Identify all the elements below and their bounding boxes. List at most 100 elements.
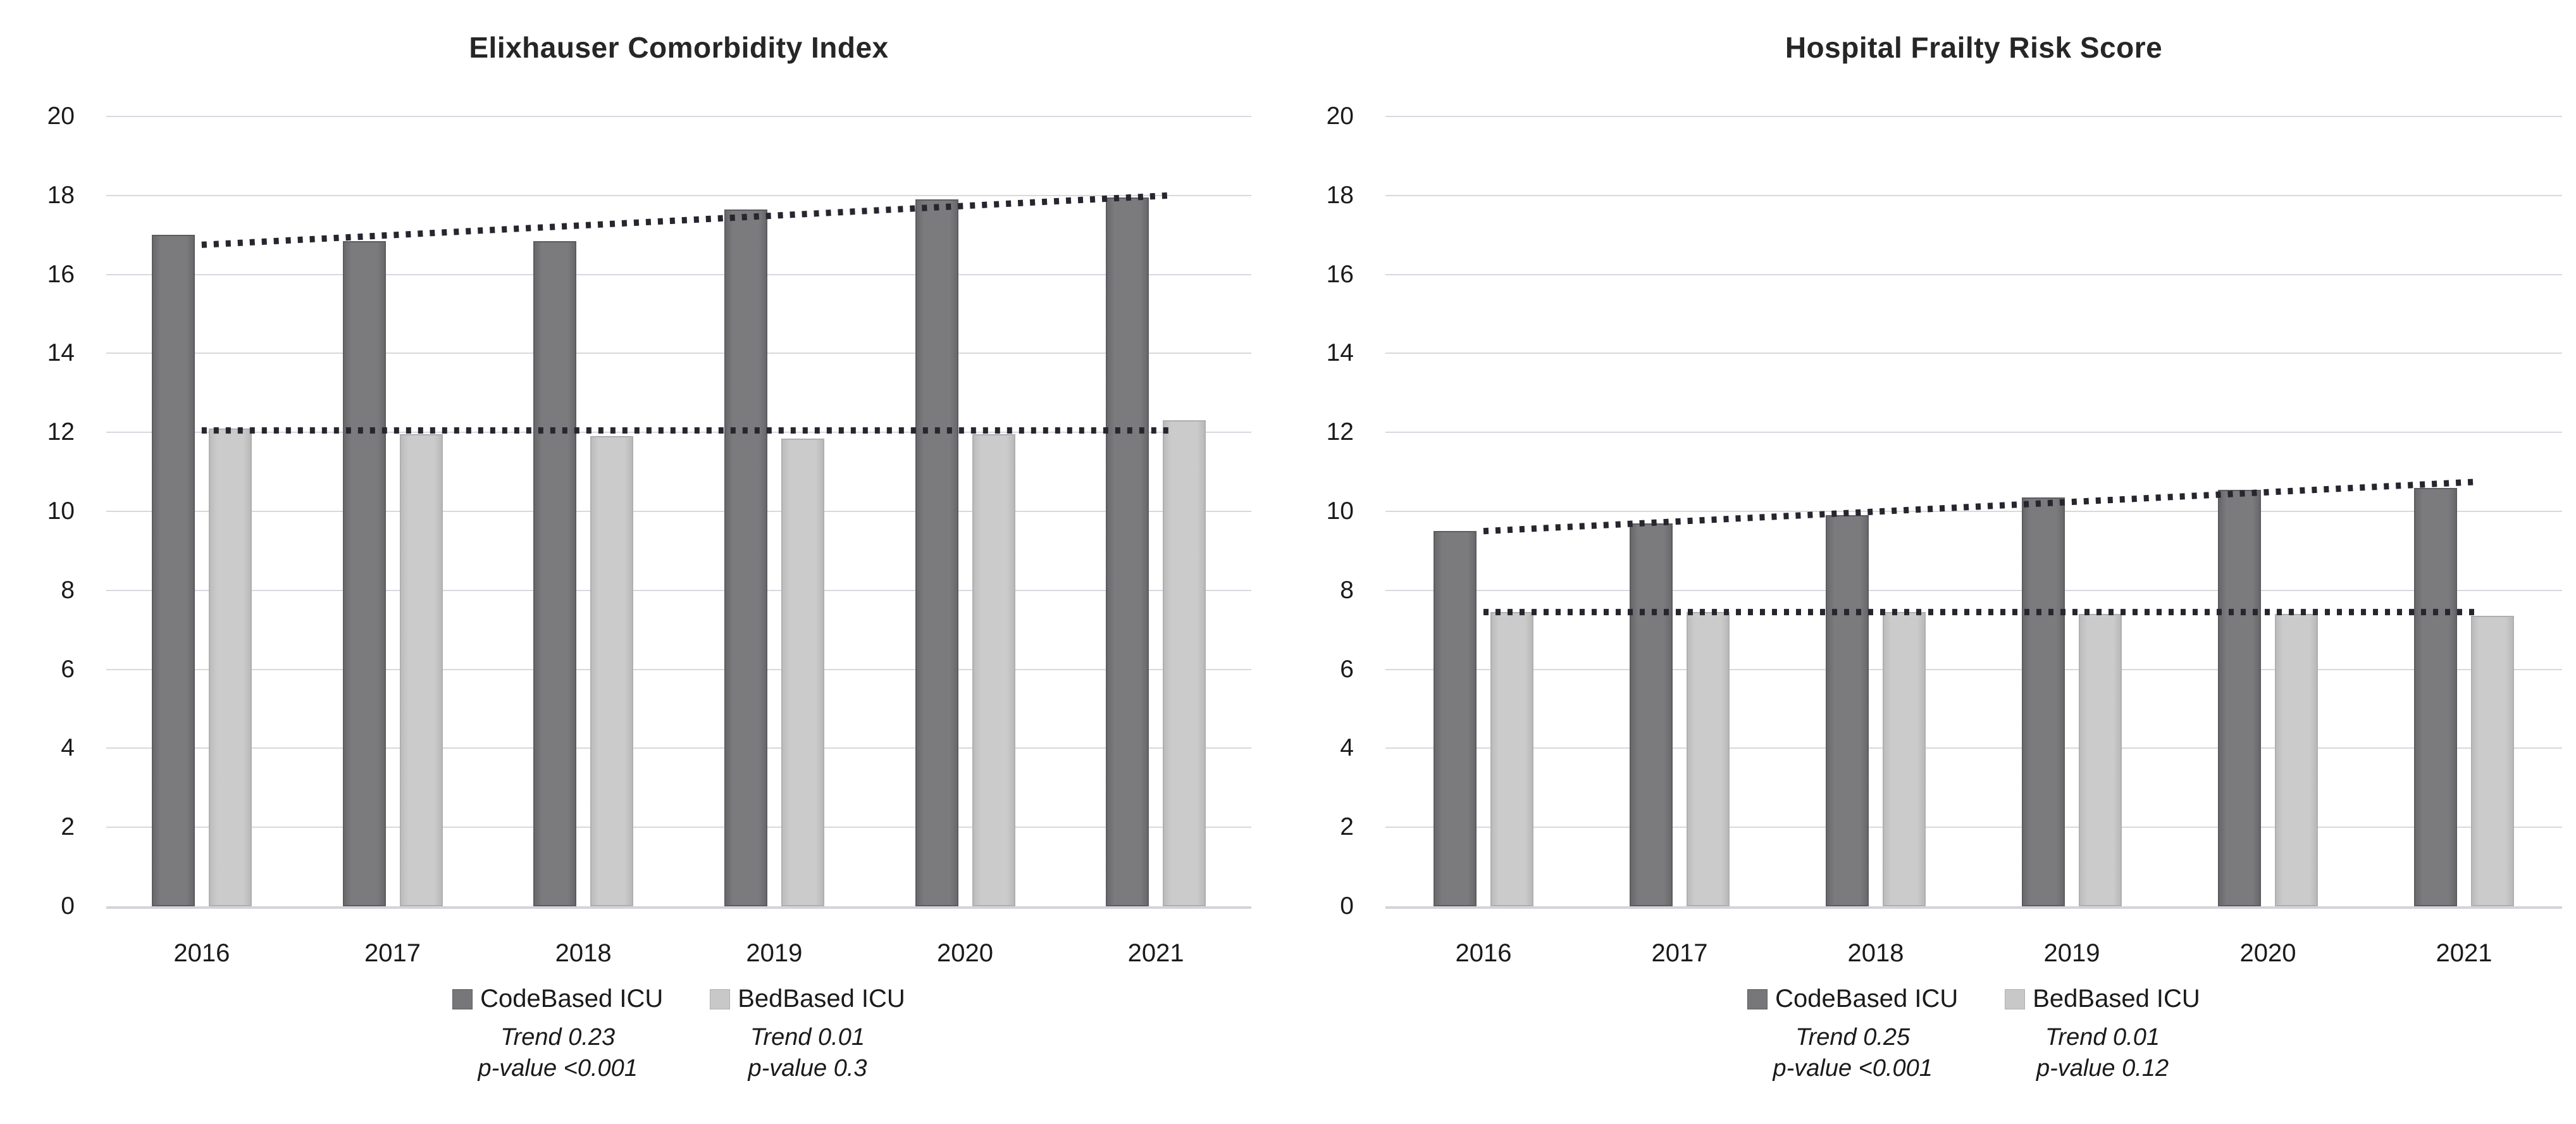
gridline-y10 bbox=[1385, 511, 2562, 512]
y-axis-tick-label: 16 bbox=[1326, 260, 1354, 288]
bar-codebased-icu-2019 bbox=[724, 209, 767, 906]
x-axis-label-2016: 2016 bbox=[1455, 939, 1512, 967]
gridline-y18 bbox=[1385, 194, 2562, 196]
bedbased-swatch-icon bbox=[710, 989, 731, 1009]
bar-bedbased-icu-2019 bbox=[781, 438, 824, 906]
trend-value-codebased: Trend 0.25 bbox=[1795, 1024, 1910, 1051]
gridline-y0 bbox=[106, 906, 1251, 909]
trendline-codebased-icu bbox=[201, 192, 1170, 248]
bar-bedbased-icu-2018 bbox=[590, 436, 634, 906]
trendlines-layer bbox=[1483, 478, 2479, 616]
chart-title-elixhauser: Elixhauser Comorbidity Index bbox=[469, 31, 889, 64]
legend-label-codebased: CodeBased ICU bbox=[480, 985, 664, 1013]
y-axis-tick-label: 6 bbox=[1340, 655, 1354, 683]
y-axis-tick-label: 18 bbox=[47, 181, 75, 209]
bar-codebased-icu-2016 bbox=[1434, 531, 1477, 906]
legend-entry-codebased: CodeBased ICU Trend 0.23 p-value <0.001 bbox=[452, 985, 663, 1084]
gridline-y12 bbox=[1385, 432, 2562, 434]
gridline-y2 bbox=[1385, 827, 2562, 828]
x-axis-label-2019: 2019 bbox=[2043, 939, 2100, 967]
y-axis-tick-label: 16 bbox=[47, 260, 75, 288]
gridline-y6 bbox=[1385, 668, 2562, 670]
gridline-y0 bbox=[1385, 906, 2562, 909]
bar-codebased-icu-2020 bbox=[915, 199, 958, 906]
trendlines-layer bbox=[201, 192, 1170, 434]
gridline-y14 bbox=[1385, 353, 2562, 354]
legend-frailty: CodeBased ICU Trend 0.25 p-value <0.001 … bbox=[1385, 985, 2562, 1084]
pvalue-codebased: p-value <0.001 bbox=[478, 1055, 638, 1082]
x-axis-label-2016: 2016 bbox=[173, 939, 230, 967]
plot-area-elixhauser: 0 2 4 6 8 10 12 14 16 18 20 2016 2017 2018 2019 2020 202… bbox=[47, 103, 1251, 967]
gridline-y6 bbox=[106, 668, 1251, 670]
y-axis-tick-label: 14 bbox=[1326, 339, 1354, 367]
x-axis-label-2020: 2020 bbox=[2239, 939, 2296, 967]
legend-label-bedbased: BedBased ICU bbox=[2033, 985, 2200, 1013]
legend-row-bedbased: BedBased ICU bbox=[2005, 985, 2200, 1013]
bar-codebased-icu-2017 bbox=[1630, 523, 1673, 906]
bar-codebased-icu-2021 bbox=[1106, 197, 1149, 906]
plot-area-frailty: 0 2 4 6 8 10 12 14 16 18 20 2016 2017 2018 2019 2020 202… bbox=[1327, 103, 2562, 967]
bar-bedbased-icu-2018 bbox=[1883, 612, 1926, 906]
legend-label-bedbased: BedBased ICU bbox=[738, 985, 905, 1013]
bar-codebased-icu-2018 bbox=[1826, 515, 1869, 906]
bar-codebased-icu-2016 bbox=[151, 235, 195, 906]
x-axis-label-2017: 2017 bbox=[1651, 939, 1708, 967]
bar-bedbased-icu-2017 bbox=[399, 434, 443, 906]
bar-codebased-icu-2021 bbox=[2414, 487, 2457, 906]
y-axis-tick-label: 20 bbox=[47, 103, 75, 130]
bar-bedbased-icu-2019 bbox=[2079, 614, 2122, 906]
x-axis-label-2018: 2018 bbox=[1847, 939, 1904, 967]
y-axis-tick-label: 20 bbox=[1326, 103, 1354, 130]
gridline-y8 bbox=[1385, 589, 2562, 591]
y-axis-tick-label: 14 bbox=[47, 339, 75, 367]
gridline-y20 bbox=[1385, 116, 2562, 117]
gridline-y2 bbox=[106, 827, 1251, 828]
gridline-y4 bbox=[1385, 747, 2562, 749]
gridline-y16 bbox=[1385, 273, 2562, 275]
codebased-swatch-icon bbox=[452, 989, 473, 1009]
trendline-codebased-icu bbox=[1483, 478, 2479, 535]
y-axis-tick-label: 8 bbox=[1340, 576, 1354, 604]
bar-codebased-icu-2017 bbox=[342, 240, 386, 906]
y-axis-tick-label: 4 bbox=[1340, 734, 1354, 762]
bar-bedbased-icu-2020 bbox=[2275, 614, 2318, 906]
gridline-y4 bbox=[106, 747, 1251, 749]
chart-title-frailty: Hospital Frailty Risk Score bbox=[1785, 31, 2163, 64]
x-axis-label-2021: 2021 bbox=[1127, 939, 1184, 967]
codebased-swatch-icon bbox=[1747, 989, 1768, 1009]
gridline-y14 bbox=[106, 353, 1251, 354]
trend-value-codebased: Trend 0.23 bbox=[500, 1024, 616, 1051]
bar-bedbased-icu-2016 bbox=[208, 428, 252, 906]
legend-entry-bedbased: BedBased ICU Trend 0.01 p-value 0.3 bbox=[710, 985, 905, 1084]
pvalue-bedbased: p-value 0.12 bbox=[2036, 1055, 2169, 1082]
y-axis-tick-label: 6 bbox=[61, 655, 75, 683]
gridline-y8 bbox=[106, 589, 1251, 591]
x-axis-label-2021: 2021 bbox=[2436, 939, 2492, 967]
trend-value-bedbased: Trend 0.01 bbox=[750, 1024, 865, 1051]
y-axis-tick-label: 10 bbox=[1326, 497, 1354, 525]
legend-entry-codebased: CodeBased ICU Trend 0.25 p-value <0.001 bbox=[1747, 985, 1958, 1084]
y-axis-tick-label: 18 bbox=[1326, 181, 1354, 209]
gridline-y18 bbox=[106, 194, 1251, 196]
y-axis-tick-label: 2 bbox=[61, 813, 75, 841]
y-axis-tick-label: 12 bbox=[47, 418, 75, 446]
gridline-y10 bbox=[106, 511, 1251, 512]
bar-bedbased-icu-2016 bbox=[1490, 612, 1533, 906]
pvalue-codebased: p-value <0.001 bbox=[1773, 1055, 1933, 1082]
bar-codebased-icu-2019 bbox=[2022, 497, 2065, 906]
gridline-y20 bbox=[106, 116, 1251, 117]
legend-row-codebased: CodeBased ICU bbox=[1747, 985, 1958, 1013]
pvalue-bedbased: p-value 0.3 bbox=[748, 1055, 867, 1082]
legend-label-codebased: CodeBased ICU bbox=[1775, 985, 1959, 1013]
bar-codebased-icu-2018 bbox=[533, 240, 577, 906]
bedbased-swatch-icon bbox=[2005, 989, 2026, 1009]
bar-bedbased-icu-2017 bbox=[1687, 612, 1730, 906]
y-axis-tick-label: 10 bbox=[47, 497, 75, 525]
gridline-y16 bbox=[106, 273, 1251, 275]
bar-bedbased-icu-2021 bbox=[1163, 420, 1206, 906]
x-axis-label-2018: 2018 bbox=[555, 939, 612, 967]
x-axis-label-2019: 2019 bbox=[746, 939, 803, 967]
gridline-y12 bbox=[106, 432, 1251, 434]
bar-bedbased-icu-2021 bbox=[2471, 616, 2514, 906]
y-axis-tick-label: 0 bbox=[61, 892, 75, 920]
